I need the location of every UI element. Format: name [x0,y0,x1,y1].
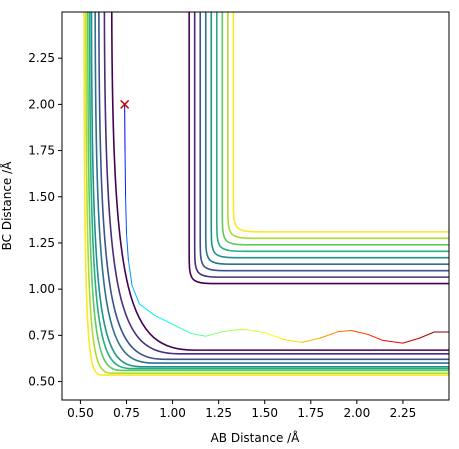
trajectory-segment [367,333,384,341]
contour-line [111,12,449,351]
y-tick-label: 1.50 [28,190,55,204]
start-marker [120,99,130,109]
trajectory-segment [382,339,404,344]
y-tick-label: 0.75 [28,328,55,342]
x-tick-label: 1.25 [205,406,232,420]
x-tick-label: 2.00 [343,406,370,420]
x-tick-label: 0.75 [113,406,140,420]
x-tick-label: 2.25 [390,406,417,420]
trajectory-segment [282,338,303,343]
y-tick-label: 1.75 [28,144,55,158]
trajectory-segment [242,328,266,334]
y-tick-label: 1.00 [28,282,55,296]
contour-line [85,12,449,375]
trajectory-segment [319,331,339,339]
trajectory-segment [337,330,352,333]
plot-frame [61,11,450,401]
x-tick-label: 1.75 [297,406,324,420]
y-axis: 0.50 0.75 1.00 1.25 1.50 1.75 2.00 2.25 [28,51,62,389]
trajectory-segment [126,233,129,261]
y-tick-label: 2.00 [28,97,55,111]
trajectory-segment [131,284,140,305]
contour-line [90,12,449,368]
trajectory-segment [124,150,127,198]
y-tick-label: 1.25 [28,236,55,250]
y-axis-label: BC Distance /Å [0,161,14,251]
trajectory-line [124,103,449,344]
contour-line [94,12,449,364]
contour-line [98,12,449,361]
contour-line [87,12,449,372]
trajectory-segment [190,332,207,337]
x-marker [120,99,130,109]
trajectory-segment [138,303,155,316]
trajectory-segment [350,330,369,335]
x-tick-label: 0.50 [67,406,94,420]
y-tick-label: 0.50 [28,375,55,389]
trajectory-segment [402,337,421,344]
x-axis: 0.50 0.75 1.00 1.25 1.50 1.75 2.00 2.25 [67,400,416,420]
trajectory-segment [419,331,435,339]
x-tick-label: 1.50 [251,406,278,420]
trajectory-segment [301,337,321,343]
trajectory-segment [205,331,223,337]
trajectory-segment [125,196,127,235]
trajectory-segment [264,332,284,340]
x-axis-label: AB Distance /Å [211,430,301,445]
trajectory-segment [153,314,174,325]
trajectory-segment [172,323,192,334]
contour-lines [83,12,449,376]
y-tick-label: 2.25 [28,51,55,65]
contour-line [83,12,449,376]
x-tick-label: 1.00 [159,406,186,420]
trajectory-segment [127,259,133,286]
trajectory-segment [221,328,244,333]
contour-line [88,12,449,370]
contour-line [103,12,449,355]
